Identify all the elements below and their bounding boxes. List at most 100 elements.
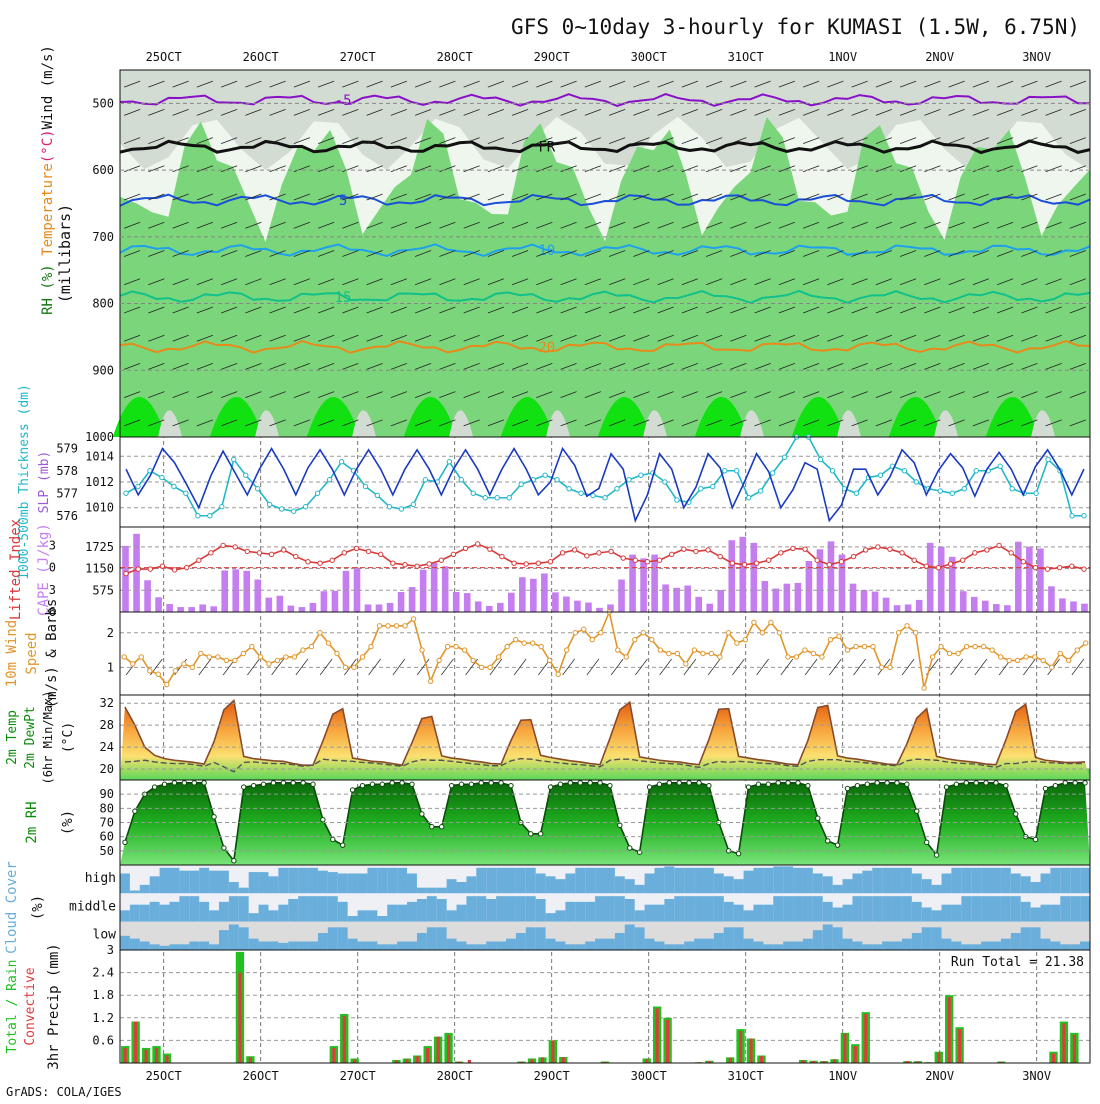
rh2m-point	[528, 831, 534, 837]
rh-moist-blob	[403, 396, 458, 437]
cape-bar	[607, 604, 614, 612]
wind-speed-point	[249, 643, 255, 650]
wind-barb	[924, 391, 941, 399]
cloud-clear-cell	[565, 921, 576, 950]
cloud-high-cell	[446, 879, 458, 894]
wind-barb	[730, 363, 747, 370]
cloud-low-cell	[1020, 927, 1032, 950]
cloud-middle-cell	[327, 896, 339, 922]
wind-barb	[584, 419, 602, 427]
lifted-index-point	[1020, 559, 1027, 565]
wind-barb	[681, 80, 699, 88]
cape-bar	[1059, 598, 1066, 612]
rh2m-point	[181, 780, 188, 786]
wind-barb	[730, 278, 747, 286]
wind-barb	[220, 193, 238, 201]
wind-barb	[633, 419, 650, 427]
wind-barb	[730, 80, 747, 88]
cape-bar	[254, 579, 262, 612]
cloud-middle-cell	[605, 896, 616, 922]
wind-barb	[366, 306, 383, 314]
rh2m-point	[468, 781, 475, 787]
wind-barb	[148, 306, 165, 314]
wind-barb	[778, 278, 796, 286]
lifted-index-point	[1032, 564, 1039, 571]
wind-speed-point	[700, 650, 706, 657]
wind-barb	[560, 278, 577, 286]
wind-barb	[633, 137, 650, 144]
cloud-clear-cell	[506, 921, 517, 950]
rh2m-point	[419, 811, 425, 817]
wind-barb	[511, 137, 529, 144]
cloud-low-cell	[1040, 938, 1051, 950]
rh-moist-blob	[306, 396, 361, 437]
wind-barb	[608, 165, 626, 173]
wind-barb	[899, 250, 917, 257]
cloud-clear-cell	[456, 865, 467, 894]
cloud-clear-cell	[268, 893, 279, 922]
wind-barb	[293, 221, 311, 229]
wind-barb	[851, 108, 868, 116]
cloud-low-cell	[209, 944, 220, 950]
cloud-clear-cell	[238, 865, 250, 894]
cloud-low-cell	[654, 941, 665, 950]
cloud-clear-cell	[793, 921, 804, 950]
wind-barb	[269, 165, 286, 173]
wind-barb	[536, 165, 553, 173]
cloud-middle-cell	[298, 896, 309, 922]
thickness-point	[1009, 486, 1015, 492]
cloud-clear-cell	[129, 921, 141, 950]
cloud-low-cell	[674, 944, 685, 950]
wind-speed-point	[300, 647, 306, 653]
lifted-index-point	[220, 542, 226, 549]
wind-barb	[681, 108, 699, 116]
thickness-ylabel: 1000-500mb Thickness (dm)	[17, 384, 32, 580]
wind-barb	[827, 391, 844, 399]
wind-speed-point	[385, 623, 391, 629]
cloud-low-cell	[733, 927, 745, 950]
wind-barb	[269, 80, 286, 88]
wind-barb	[754, 363, 771, 370]
wind-barb	[584, 221, 602, 229]
cape-bar	[882, 597, 890, 612]
cloud-clear-cell	[407, 921, 418, 950]
wind-barb	[269, 334, 286, 342]
temp2m-ylabel-b: 2m DewPt	[23, 706, 38, 769]
wind-speed-point	[206, 654, 213, 660]
cape-bar	[541, 573, 548, 612]
slp-line	[125, 446, 1085, 523]
wind-barb	[972, 221, 990, 229]
rh2m-point	[171, 780, 178, 786]
wind-barb	[560, 137, 577, 144]
cape-bar	[860, 590, 868, 612]
cloud-low-cell	[1010, 933, 1022, 950]
cloud-low-cell	[783, 941, 794, 950]
cloud-clear-cell	[654, 921, 665, 950]
cloud-clear-cell	[456, 921, 467, 950]
wind-barb	[875, 363, 893, 370]
wind-barb	[245, 306, 262, 314]
wind-barb	[681, 391, 699, 399]
wind-barb	[705, 419, 723, 427]
wind-barb	[536, 306, 553, 314]
wind-barb	[802, 306, 820, 314]
wind-barb	[342, 391, 359, 399]
precip-convective-bar	[519, 1061, 524, 1063]
wind-speed-point	[785, 654, 791, 660]
precip-legend-total: Total / Rain	[5, 960, 20, 1054]
cloud-low-cell	[664, 944, 675, 950]
wind-barb	[487, 80, 505, 88]
wind-barb	[584, 306, 602, 314]
rh2m-point	[785, 780, 791, 786]
cloud-clear-cell	[248, 893, 260, 922]
wind-speed-point	[861, 643, 868, 650]
precip-convective-bar	[1072, 1034, 1076, 1063]
lifted-index-point	[620, 555, 626, 561]
wind-barb	[1069, 193, 1087, 201]
cloud-low-cell	[723, 927, 735, 950]
wind-barb	[560, 165, 577, 173]
cloud-low-cell	[743, 938, 754, 950]
wind-barb	[705, 165, 723, 173]
wind-barb	[802, 193, 820, 201]
wind-speed-point	[1066, 657, 1072, 664]
